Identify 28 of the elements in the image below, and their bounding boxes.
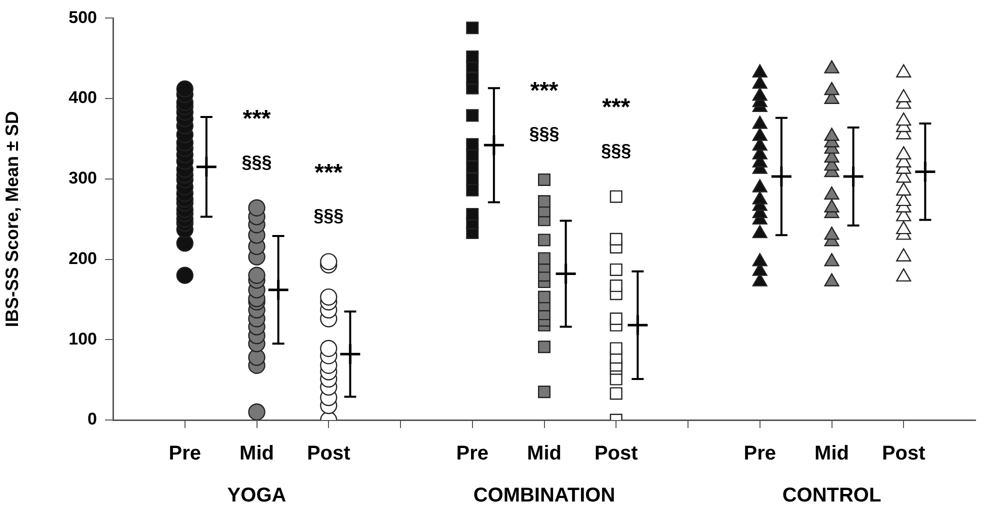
text: CONTROL [782,484,882,507]
annotation: *** [314,159,344,186]
y-axis-title: IBS-SS Score, Mean ± SD [2,111,22,328]
y-tick-label: 0 [88,410,97,429]
text: COMBINATION [473,484,616,507]
x-tick-label: Mid [240,442,274,465]
x-tick-label: Mid [527,442,562,465]
x-tick-label: Pre [744,442,776,465]
x-tick-label: Post [882,442,926,465]
x-tick-label: Pre [456,442,488,465]
y-tick-label: 200 [68,248,97,268]
annotation: §§§ [529,124,560,144]
annotation: §§§ [242,152,272,172]
annotation: §§§ [601,140,632,161]
x-tick-label: Post [594,442,638,465]
x-tick-label: Mid [814,442,849,465]
y-tick-label: 100 [68,329,97,348]
y-tick-label: 300 [68,168,97,188]
annotation: §§§ [314,206,344,226]
y-tick-label: 500 [68,8,97,27]
point [176,266,194,284]
annotation: *** [602,94,631,122]
annotation: *** [242,105,272,132]
x-tick-label: Post [306,442,351,465]
annotation: *** [530,77,559,104]
y-tick-label: 400 [68,88,97,108]
text: YOGA [227,484,286,507]
x-tick-label: Pre [168,442,201,465]
